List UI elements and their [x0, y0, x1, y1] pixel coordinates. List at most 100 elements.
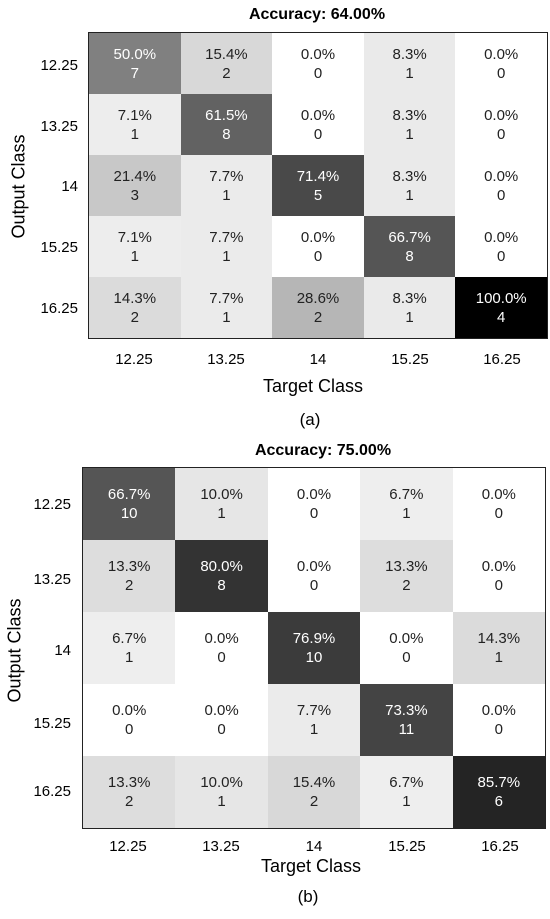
matrix-cell: 66.7% 10 — [83, 468, 176, 540]
matrix-cell: 7.1% 1 — [89, 216, 181, 277]
cell-count-label: 0 — [402, 649, 411, 666]
matrix-cell: 6.7% 1 — [360, 468, 453, 540]
cell-count-label: 0 — [494, 505, 503, 522]
matrix-cell: 8.3% 1 — [363, 277, 456, 338]
cell-percent-label: 0.0% — [204, 630, 239, 647]
cell-percent-label: 6.7% — [389, 774, 424, 791]
cell-count-label: 1 — [405, 64, 414, 82]
matrix-cell: 0.0% 0 — [272, 33, 364, 94]
y-tick-label: 13.25 — [33, 571, 71, 588]
cell-percent-label: 7.7% — [209, 289, 244, 307]
y-axis-label: Output Class — [4, 598, 25, 703]
matrix-cell: 7.7% 1 — [267, 684, 361, 756]
cell-count-label: 1 — [125, 649, 134, 666]
matrix-cell: 100.0% 4 — [455, 277, 547, 338]
cell-count-label: 3 — [130, 186, 139, 204]
x-axis-label: Target Class — [260, 856, 362, 876]
cell-percent-label: 0.0% — [484, 167, 519, 185]
cell-percent-label: 61.5% — [205, 106, 248, 124]
matrix-cell: 0.0% 0 — [452, 684, 545, 756]
y-tick-label: 12.25 — [40, 57, 78, 74]
cell-percent-label: 0.0% — [389, 630, 424, 647]
matrix-cell: 15.4% 2 — [267, 756, 361, 828]
cell-count-label: 2 — [309, 793, 319, 810]
matrix-cell: 0.0% 0 — [267, 468, 361, 540]
cell-percent-label: 0.0% — [300, 228, 336, 246]
chart-title: Accuracy: 75.00% — [254, 442, 392, 459]
cell-count-label: 1 — [217, 505, 226, 522]
cell-count-label: 0 — [313, 125, 323, 143]
x-tick-label: 13.25 — [202, 838, 240, 855]
matrix-cell: 61.5% 8 — [180, 94, 273, 155]
x-tick-label: 12.25 — [109, 838, 147, 855]
chart-title: Accuracy: 64.00% — [248, 6, 386, 23]
matrix-cell: 50.0% 7 — [89, 33, 181, 94]
cell-percent-label: 10.0% — [200, 486, 243, 503]
matrix-cell: 7.7% 1 — [180, 216, 273, 277]
cell-count-label: 0 — [497, 186, 506, 204]
cell-percent-label: 0.0% — [112, 702, 147, 719]
matrix-cell: 13.3% 2 — [360, 540, 453, 612]
matrix-cell: 8.3% 1 — [363, 155, 456, 216]
cell-percent-label: 0.0% — [484, 228, 519, 246]
matrix-cell: 80.0% 8 — [175, 540, 268, 612]
matrix-cell: 66.7% 8 — [363, 216, 456, 277]
cell-count-label: 8 — [222, 125, 231, 143]
cell-count-label: 1 — [217, 793, 226, 810]
cell-count-label: 8 — [217, 577, 226, 594]
cell-count-label: 1 — [405, 186, 414, 204]
cell-percent-label: 0.0% — [296, 558, 332, 575]
y-tick-label: 12.25 — [33, 496, 71, 513]
cell-count-label: 1 — [222, 308, 231, 326]
matrix-cell: 0.0% 0 — [360, 612, 453, 684]
confusion-matrix-panel-b: Accuracy: 75.00% 66.7% 10 10.0% 1 0.0% 0 6.7% 1… — [0, 440, 550, 919]
cell-percent-label: 85.7% — [477, 774, 521, 791]
y-tick-label: 15.25 — [40, 239, 78, 256]
cell-count-label: 0 — [497, 64, 506, 82]
confusion-matrix-panel-a: Accuracy: 64.00% 50.0% 7 15.4% 2 0.0% 0 8.3% 1 0… — [0, 0, 550, 440]
y-tick-label: 15.25 — [33, 715, 71, 732]
y-axis-label: Output Class — [8, 134, 29, 239]
cell-percent-label: 7.1% — [117, 228, 152, 246]
cell-percent-label: 66.7% — [388, 228, 431, 246]
cell-percent-label: 0.0% — [484, 106, 519, 124]
cell-count-label: 0 — [309, 505, 319, 522]
x-axis-label: Target Class — [262, 376, 364, 396]
cell-percent-label: 8.3% — [392, 106, 427, 124]
cell-count-label: 10 — [305, 649, 323, 666]
cell-percent-label: 73.3% — [385, 702, 428, 719]
y-tick-label: 16.25 — [40, 300, 78, 317]
cell-percent-label: 0.0% — [296, 486, 332, 503]
matrix-cell: 0.0% 0 — [455, 94, 547, 155]
x-tick-label: 14 — [305, 838, 323, 855]
cell-percent-label: 0.0% — [481, 486, 516, 503]
cell-count-label: 2 — [130, 308, 139, 326]
cell-count-label: 2 — [125, 793, 134, 810]
cell-percent-label: 0.0% — [481, 558, 516, 575]
matrix-cell: 6.7% 1 — [360, 756, 453, 828]
matrix-cell: 0.0% 0 — [83, 684, 176, 756]
matrix-cell: 73.3% 11 — [360, 684, 453, 756]
matrix-cell: 71.4% 5 — [272, 155, 364, 216]
cell-count-label: 1 — [130, 247, 139, 265]
matrix-cell: 6.7% 1 — [83, 612, 176, 684]
cell-percent-label: 14.3% — [113, 289, 157, 307]
cell-count-label: 0 — [313, 64, 323, 82]
matrix-cell: 13.3% 2 — [83, 756, 176, 828]
cell-count-label: 0 — [497, 125, 506, 143]
cell-count-label: 1 — [222, 186, 231, 204]
figure-caption: (b) — [297, 887, 319, 906]
matrix-cell: 0.0% 0 — [272, 216, 364, 277]
cell-percent-label: 0.0% — [300, 106, 336, 124]
cell-percent-label: 7.7% — [296, 702, 332, 719]
cell-count-label: 1 — [494, 649, 503, 666]
matrix-cell: 14.3% 1 — [452, 612, 545, 684]
cell-percent-label: 0.0% — [204, 702, 239, 719]
cell-count-label: 0 — [494, 721, 503, 738]
cell-percent-label: 6.7% — [112, 630, 147, 647]
cell-percent-label: 8.3% — [392, 289, 427, 307]
matrix-cell: 28.6% 2 — [272, 277, 364, 338]
x-tick-label: 15.25 — [388, 838, 426, 855]
matrix-cell: 76.9% 10 — [267, 612, 361, 684]
y-tick-label: 16.25 — [33, 783, 71, 800]
